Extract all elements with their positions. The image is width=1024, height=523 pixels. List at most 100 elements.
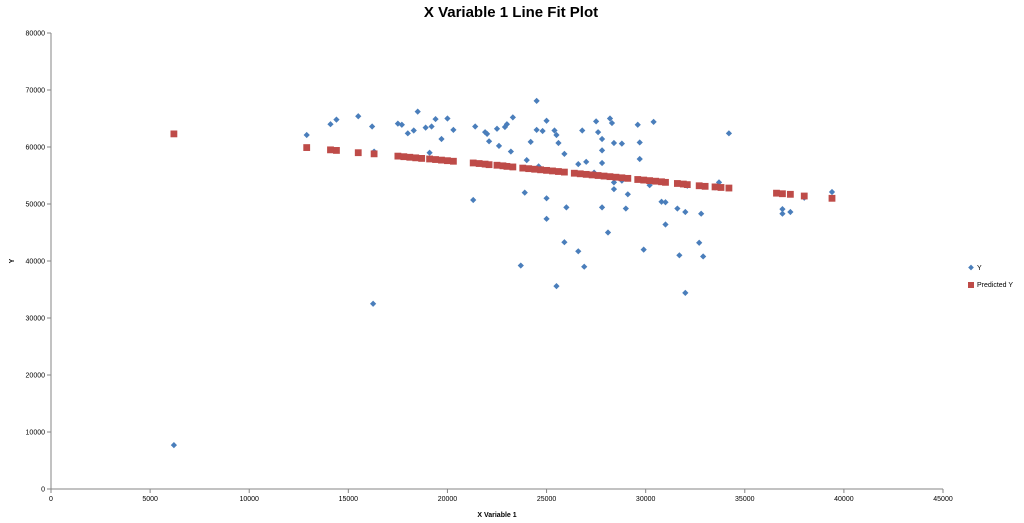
data-point-y (170, 441, 178, 449)
data-point-y (410, 127, 417, 134)
data-point-y (450, 126, 457, 134)
data-point-y (369, 300, 377, 307)
data-point-predicted-y (673, 180, 681, 187)
data-point-predicted-y (717, 184, 725, 191)
x-tick-label: 45000 (933, 496, 953, 503)
data-point-predicted-y (170, 130, 178, 138)
data-point-y (333, 116, 340, 123)
data-point-y (610, 186, 618, 193)
data-point-y (369, 123, 376, 130)
data-point-predicted-y (327, 146, 334, 154)
data-point-predicted-y (658, 178, 665, 186)
data-point-y (583, 158, 590, 165)
data-point-predicted-y (711, 183, 719, 191)
data-point-predicted-y (652, 177, 659, 185)
data-point-y (682, 208, 689, 216)
series-predicted-y (170, 130, 836, 202)
data-point-y (422, 124, 429, 131)
plot-area: 0100002000030000400005000060000700008000… (26, 31, 953, 504)
x-axis-ticks: 0 5000 10000 15000 20000 25000 30000 35000 40000… (49, 489, 953, 503)
y-tick-label: 70000 (26, 88, 46, 95)
data-point-predicted-y (695, 182, 703, 190)
data-point-predicted-y (701, 182, 709, 190)
legend-marker-predicted-y (968, 282, 974, 288)
data-point-y (426, 149, 433, 156)
data-point-y (563, 204, 570, 211)
data-point-predicted-y (786, 190, 794, 198)
y-tick-label: 80000 (26, 31, 46, 38)
data-point-predicted-y (624, 174, 632, 182)
data-point-y (598, 204, 606, 211)
data-point-predicted-y (646, 177, 654, 185)
data-point-predicted-y (600, 172, 608, 180)
data-point-predicted-y (370, 150, 378, 158)
data-point-y (575, 248, 582, 255)
legend-marker-y (968, 264, 974, 271)
y-tick-label: 60000 (26, 145, 46, 152)
data-point-y (662, 199, 669, 206)
data-point-predicted-y (662, 178, 669, 186)
data-point-y (674, 205, 681, 212)
legend-item-predicted-y: Predicted Y (968, 282, 1013, 289)
data-point-y (543, 195, 550, 202)
data-point-predicted-y (582, 170, 590, 178)
data-point-y (533, 126, 540, 134)
data-point-y (523, 156, 530, 164)
data-point-y (650, 118, 657, 126)
x-tick-label: 0 (49, 496, 53, 503)
series-y (170, 97, 836, 449)
legend-label-predicted-y: Predicted Y (977, 282, 1013, 289)
y-tick-label: 40000 (26, 259, 46, 266)
data-point-predicted-y (576, 170, 584, 178)
data-point-y (598, 135, 606, 143)
data-point-y (432, 115, 439, 123)
data-point-predicted-y (354, 149, 362, 157)
x-axis-title: X Variable 1 (477, 512, 516, 519)
data-point-y (636, 155, 643, 163)
x-tick-label: 10000 (239, 496, 259, 503)
data-point-y (787, 208, 794, 216)
data-point-y (543, 117, 550, 124)
data-point-predicted-y (531, 165, 539, 173)
data-point-y (509, 114, 516, 121)
data-point-predicted-y (606, 173, 614, 181)
data-point-y (507, 148, 514, 155)
data-point-y (696, 239, 703, 246)
data-point-y (700, 253, 707, 260)
series-layer (170, 97, 836, 449)
data-point-y (303, 131, 310, 139)
data-point-predicted-y (828, 194, 836, 202)
data-point-y (527, 138, 534, 145)
data-point-y (581, 263, 588, 270)
data-point-predicted-y (418, 155, 426, 162)
data-point-y (592, 118, 600, 125)
data-point-predicted-y (773, 189, 780, 197)
data-point-predicted-y (400, 153, 408, 161)
data-point-y (539, 127, 546, 135)
data-point-predicted-y (503, 162, 511, 170)
data-point-predicted-y (640, 176, 648, 184)
data-point-y (355, 113, 362, 120)
data-point-y (636, 139, 643, 146)
data-point-y (555, 139, 562, 147)
data-point-y (438, 135, 445, 143)
x-tick-label: 30000 (636, 496, 656, 503)
data-point-y (594, 129, 602, 136)
data-point-y (517, 262, 524, 269)
data-point-predicted-y (537, 166, 545, 174)
data-point-predicted-y (499, 162, 507, 170)
data-point-y (604, 229, 612, 236)
data-point-predicted-y (779, 190, 786, 198)
data-point-y (404, 130, 411, 137)
legend-label-y: Y (977, 265, 982, 272)
data-point-predicted-y (485, 161, 493, 169)
data-point-y (533, 97, 540, 104)
data-point-predicted-y (543, 166, 550, 174)
x-tick-label: 40000 (834, 496, 854, 503)
data-point-y (470, 196, 477, 204)
x-tick-label: 15000 (339, 496, 359, 503)
data-point-y (640, 246, 647, 253)
y-tick-label: 30000 (26, 316, 46, 323)
x-tick-label: 35000 (735, 496, 755, 503)
data-point-predicted-y (519, 164, 527, 172)
